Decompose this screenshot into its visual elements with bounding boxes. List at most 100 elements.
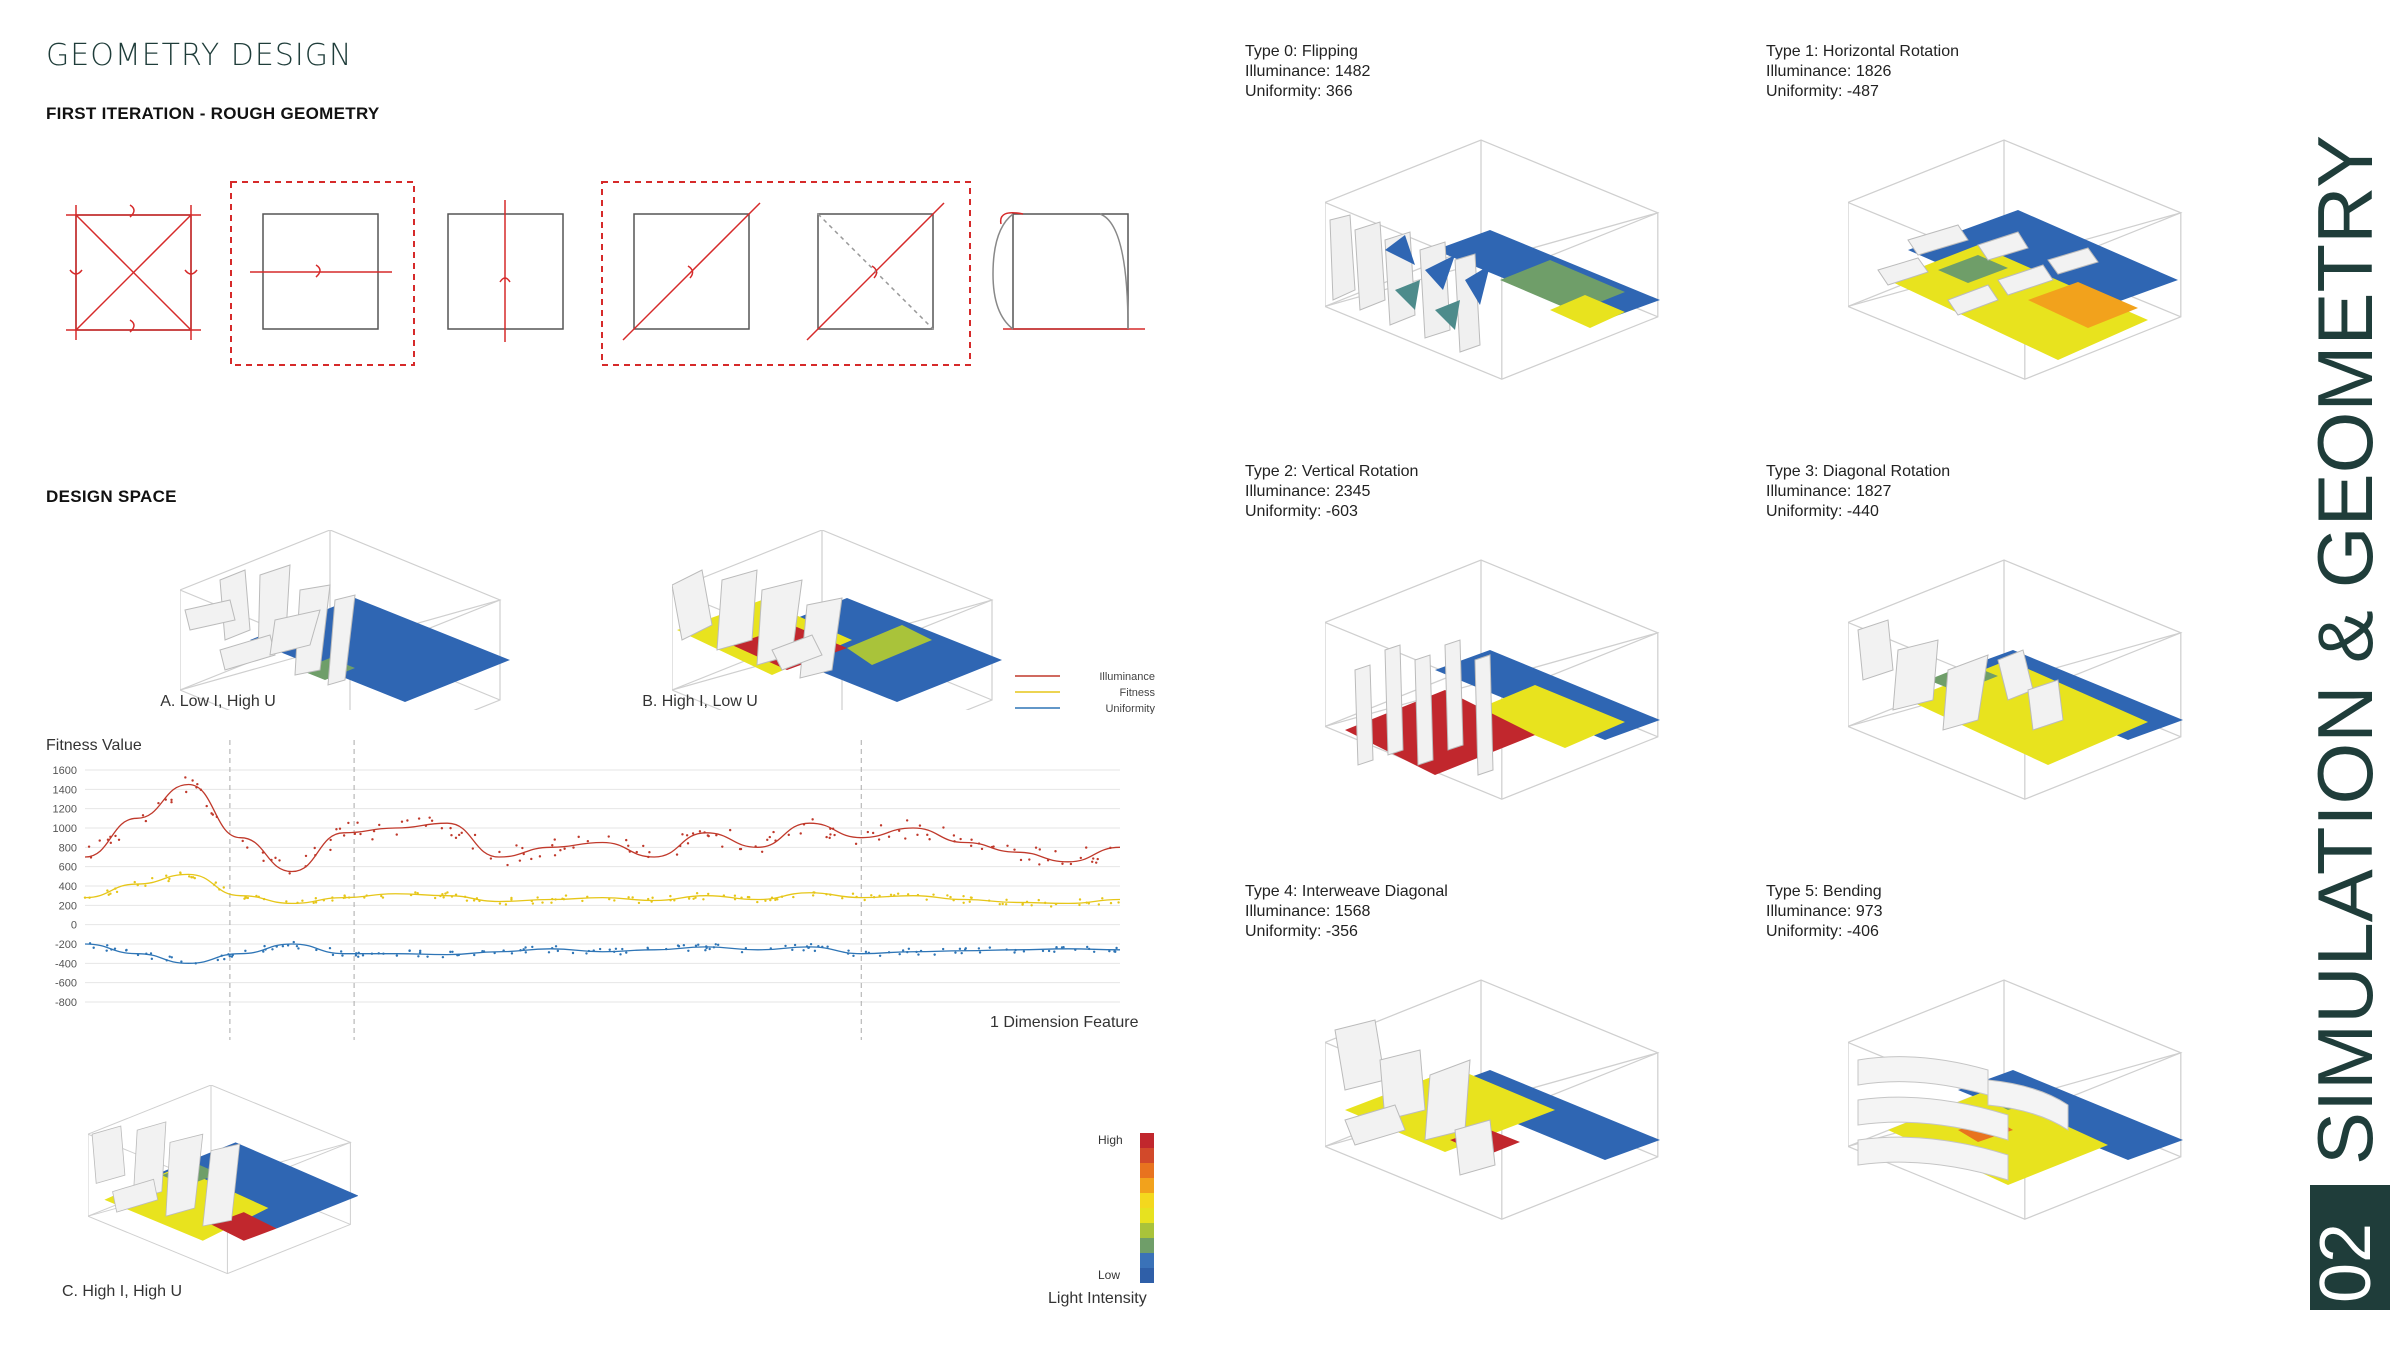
data-point xyxy=(811,894,815,897)
series-line-uniformity xyxy=(84,943,1121,964)
data-point xyxy=(136,953,140,957)
data-point xyxy=(164,798,167,801)
data-point xyxy=(1069,862,1073,866)
y-tick-label: -800 xyxy=(55,997,77,1009)
chart-title: Fitness Value xyxy=(46,737,142,754)
data-point xyxy=(510,898,513,901)
data-point xyxy=(669,894,672,898)
data-point xyxy=(196,782,199,786)
data-point xyxy=(854,842,858,846)
data-point xyxy=(933,953,936,956)
data-point xyxy=(380,894,383,898)
data-point xyxy=(355,952,358,955)
data-point xyxy=(826,945,829,948)
data-point xyxy=(472,899,476,902)
data-point xyxy=(866,830,870,834)
data-point xyxy=(370,952,374,955)
data-point xyxy=(522,852,525,856)
type-1-name: Type 1: Horizontal Rotation xyxy=(1766,43,1959,60)
data-point xyxy=(1092,950,1096,953)
geometry-flipping-diagram xyxy=(66,204,201,340)
data-point xyxy=(722,894,726,897)
data-point xyxy=(1004,903,1008,906)
data-point xyxy=(978,951,982,954)
data-point xyxy=(296,901,299,905)
light-scale-swatch xyxy=(1140,1133,1154,1149)
data-point xyxy=(825,835,828,839)
data-point xyxy=(440,827,444,830)
data-point xyxy=(395,833,398,836)
data-point xyxy=(449,950,452,954)
data-point xyxy=(619,953,622,956)
data-point xyxy=(454,836,458,840)
data-point xyxy=(124,949,128,952)
data-point xyxy=(444,892,447,895)
type-1-info: Type 1: Horizontal Rotation Illuminance:… xyxy=(1766,42,1959,102)
data-point xyxy=(113,947,117,950)
chart-x-axis-label: 1 Dimension Feature xyxy=(990,1014,1139,1031)
data-point xyxy=(106,944,109,947)
data-point xyxy=(88,896,91,899)
design-space-caption-a: A. Low I, High U xyxy=(160,693,276,710)
data-point xyxy=(847,949,850,952)
data-point xyxy=(774,898,777,902)
data-point xyxy=(109,835,112,839)
data-point xyxy=(904,837,907,840)
data-point xyxy=(1074,948,1077,951)
data-point xyxy=(98,839,101,842)
data-point xyxy=(343,894,346,897)
data-point xyxy=(264,948,267,951)
data-point xyxy=(614,947,618,950)
data-point xyxy=(498,902,502,905)
data-point xyxy=(199,788,203,791)
data-point xyxy=(1038,848,1041,851)
data-point xyxy=(1006,844,1009,847)
data-point xyxy=(213,883,216,886)
light-scale-swatch xyxy=(1140,1148,1154,1164)
data-point xyxy=(1037,898,1040,902)
data-point xyxy=(673,899,676,902)
data-point xyxy=(216,958,220,962)
data-point xyxy=(586,839,590,843)
data-point xyxy=(1049,905,1053,908)
data-point xyxy=(165,959,168,962)
data-point xyxy=(107,893,110,896)
data-point xyxy=(357,955,360,958)
data-point xyxy=(642,844,645,848)
data-point xyxy=(907,947,911,950)
data-point xyxy=(554,945,558,948)
data-point xyxy=(887,951,891,954)
data-point xyxy=(110,948,113,951)
data-point xyxy=(733,898,737,901)
data-point xyxy=(115,890,119,894)
data-point xyxy=(748,896,751,899)
data-point xyxy=(262,897,266,901)
type-1-illuminance: Illuminance: 1826 xyxy=(1766,63,1892,80)
data-point xyxy=(185,790,188,794)
data-point xyxy=(851,892,855,895)
data-point xyxy=(381,896,385,899)
data-point xyxy=(1096,857,1099,861)
data-point xyxy=(314,897,318,900)
data-point xyxy=(770,896,774,899)
type-1-uniformity: Uniformity: -487 xyxy=(1766,83,1879,100)
type-5-illuminance: Illuminance: 973 xyxy=(1766,903,1883,920)
data-point xyxy=(1117,901,1120,904)
data-point xyxy=(764,899,767,902)
data-point xyxy=(949,895,952,899)
data-point xyxy=(449,826,452,830)
data-point xyxy=(342,834,346,837)
light-scale-swatch xyxy=(1140,1223,1154,1239)
data-point xyxy=(460,831,463,835)
data-point xyxy=(263,944,266,948)
type-0-uniformity: Uniformity: 366 xyxy=(1245,83,1353,100)
data-point xyxy=(457,833,461,837)
data-point xyxy=(1055,945,1058,949)
data-point xyxy=(1086,945,1089,949)
data-point xyxy=(1090,860,1094,863)
data-point xyxy=(977,947,981,950)
data-point xyxy=(864,950,868,954)
data-point xyxy=(631,896,634,899)
data-point xyxy=(627,896,630,899)
y-tick-label: 1600 xyxy=(53,765,77,777)
